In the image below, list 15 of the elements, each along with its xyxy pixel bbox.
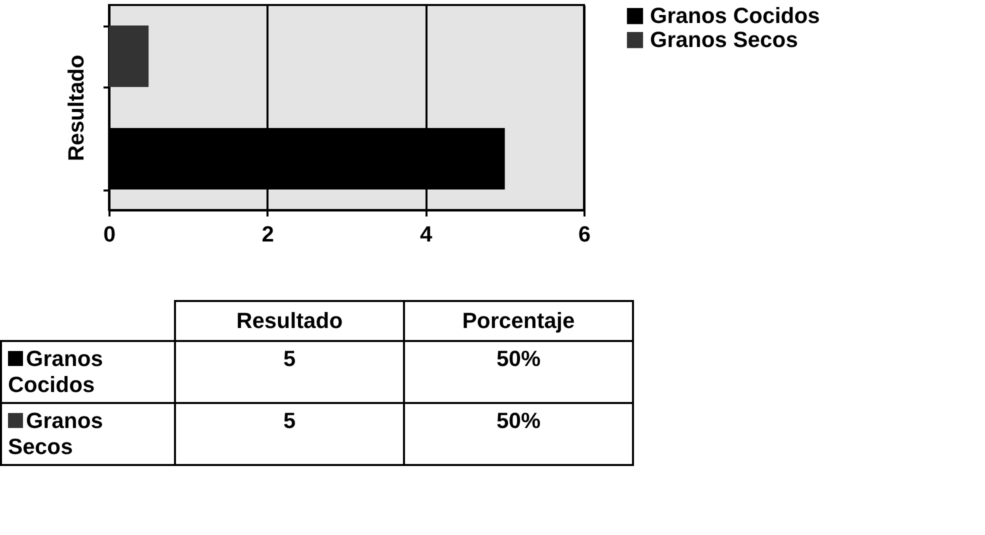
category-label: Porcentaje (404, 301, 633, 341)
y-axis-title: Resultado (64, 54, 88, 162)
legend-label: Granos Secos (650, 27, 798, 52)
text: 5 (283, 408, 296, 433)
text: 50% (496, 408, 541, 433)
x-tick-label: 0 (103, 222, 116, 246)
text: 50% (496, 346, 541, 371)
text: 5 (283, 346, 296, 371)
legend-label: Granos Cocidos (650, 3, 820, 28)
x-tick-label: 2 (262, 222, 274, 246)
x-tick-label: 6 (578, 222, 591, 246)
x-tick-label: 4 (420, 222, 434, 246)
category-label: Resultado (175, 301, 404, 341)
category-label: Granos Cocidos (8, 346, 104, 397)
category-label: Granos Secos (8, 408, 104, 459)
